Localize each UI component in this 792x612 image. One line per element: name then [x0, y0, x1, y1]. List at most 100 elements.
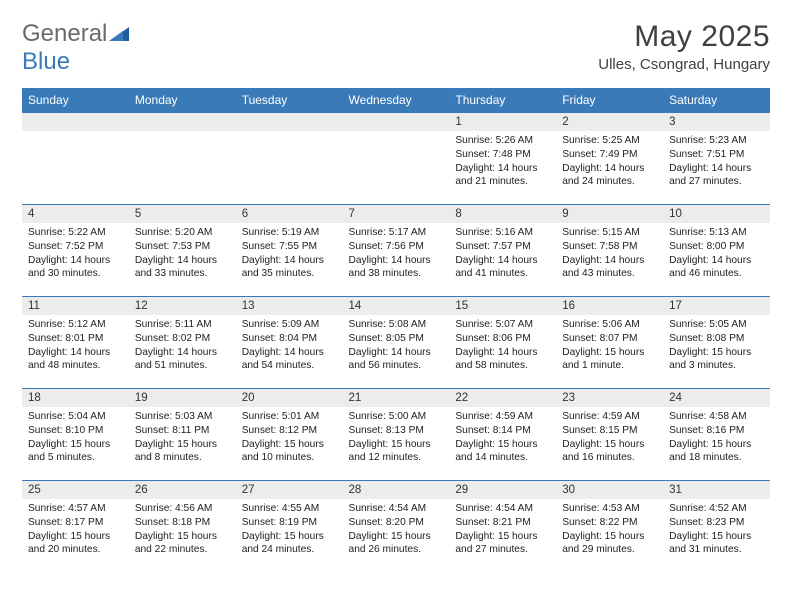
- calendar-week-row: 1Sunrise: 5:26 AMSunset: 7:48 PMDaylight…: [22, 113, 770, 205]
- day-info-line: Sunrise: 4:58 AM: [669, 410, 764, 424]
- day-info-line: Daylight: 15 hours and 24 minutes.: [242, 530, 337, 558]
- day-info-line: Sunrise: 4:54 AM: [455, 502, 550, 516]
- day-body: Sunrise: 5:26 AMSunset: 7:48 PMDaylight:…: [449, 131, 556, 193]
- day-info-line: Sunrise: 5:03 AM: [135, 410, 230, 424]
- day-info-line: Sunrise: 4:52 AM: [669, 502, 764, 516]
- day-body: Sunrise: 4:54 AMSunset: 8:21 PMDaylight:…: [449, 499, 556, 561]
- calendar-day-cell: [343, 113, 450, 205]
- calendar-day-cell: 1Sunrise: 5:26 AMSunset: 7:48 PMDaylight…: [449, 113, 556, 205]
- day-info-line: Daylight: 14 hours and 43 minutes.: [562, 254, 657, 282]
- day-body: Sunrise: 5:12 AMSunset: 8:01 PMDaylight:…: [22, 315, 129, 377]
- weekday-header: Wednesday: [343, 88, 450, 113]
- weekday-header: Tuesday: [236, 88, 343, 113]
- day-info-line: Sunrise: 4:57 AM: [28, 502, 123, 516]
- day-body: Sunrise: 4:53 AMSunset: 8:22 PMDaylight:…: [556, 499, 663, 561]
- day-body: Sunrise: 4:58 AMSunset: 8:16 PMDaylight:…: [663, 407, 770, 469]
- day-info-line: Sunrise: 5:20 AM: [135, 226, 230, 240]
- day-info-line: Daylight: 15 hours and 29 minutes.: [562, 530, 657, 558]
- calendar-day-cell: [236, 113, 343, 205]
- day-info-line: Daylight: 14 hours and 54 minutes.: [242, 346, 337, 374]
- day-info-line: Daylight: 15 hours and 14 minutes.: [455, 438, 550, 466]
- day-number: 28: [343, 481, 450, 499]
- calendar-day-cell: 12Sunrise: 5:11 AMSunset: 8:02 PMDayligh…: [129, 297, 236, 389]
- day-number: 17: [663, 297, 770, 315]
- day-info-line: Sunrise: 5:13 AM: [669, 226, 764, 240]
- day-number: 29: [449, 481, 556, 499]
- calendar-day-cell: 20Sunrise: 5:01 AMSunset: 8:12 PMDayligh…: [236, 389, 343, 481]
- day-info-line: Sunset: 7:52 PM: [28, 240, 123, 254]
- calendar-day-cell: [129, 113, 236, 205]
- day-number: 3: [663, 113, 770, 131]
- day-number: 30: [556, 481, 663, 499]
- calendar-day-cell: 10Sunrise: 5:13 AMSunset: 8:00 PMDayligh…: [663, 205, 770, 297]
- day-info-line: Daylight: 15 hours and 20 minutes.: [28, 530, 123, 558]
- calendar-day-cell: 19Sunrise: 5:03 AMSunset: 8:11 PMDayligh…: [129, 389, 236, 481]
- day-number: 23: [556, 389, 663, 407]
- day-info-line: Daylight: 14 hours and 30 minutes.: [28, 254, 123, 282]
- calendar-table: SundayMondayTuesdayWednesdayThursdayFrid…: [22, 88, 770, 573]
- day-body: Sunrise: 5:09 AMSunset: 8:04 PMDaylight:…: [236, 315, 343, 377]
- day-number: [343, 113, 450, 131]
- day-info-line: Sunset: 7:51 PM: [669, 148, 764, 162]
- day-body: Sunrise: 5:06 AMSunset: 8:07 PMDaylight:…: [556, 315, 663, 377]
- day-number: 11: [22, 297, 129, 315]
- day-info-line: Sunrise: 4:55 AM: [242, 502, 337, 516]
- day-body: Sunrise: 4:59 AMSunset: 8:15 PMDaylight:…: [556, 407, 663, 469]
- calendar-day-cell: 8Sunrise: 5:16 AMSunset: 7:57 PMDaylight…: [449, 205, 556, 297]
- day-info-line: Daylight: 14 hours and 33 minutes.: [135, 254, 230, 282]
- day-body: Sunrise: 4:55 AMSunset: 8:19 PMDaylight:…: [236, 499, 343, 561]
- calendar-day-cell: 24Sunrise: 4:58 AMSunset: 8:16 PMDayligh…: [663, 389, 770, 481]
- day-info-line: Sunset: 7:56 PM: [349, 240, 444, 254]
- day-info-line: Sunset: 8:02 PM: [135, 332, 230, 346]
- brand-logo: GeneralBlue: [22, 20, 131, 76]
- day-info-line: Sunrise: 5:22 AM: [28, 226, 123, 240]
- day-info-line: Daylight: 15 hours and 18 minutes.: [669, 438, 764, 466]
- day-body: Sunrise: 5:03 AMSunset: 8:11 PMDaylight:…: [129, 407, 236, 469]
- day-body: Sunrise: 5:25 AMSunset: 7:49 PMDaylight:…: [556, 131, 663, 193]
- day-number: 10: [663, 205, 770, 223]
- day-info-line: Sunset: 8:20 PM: [349, 516, 444, 530]
- day-info-line: Sunset: 8:17 PM: [28, 516, 123, 530]
- day-body: Sunrise: 4:59 AMSunset: 8:14 PMDaylight:…: [449, 407, 556, 469]
- calendar-day-cell: 4 Sunrise: 5:22 AMSunset: 7:52 PMDaylight…: [22, 205, 129, 297]
- day-body: Sunrise: 5:08 AMSunset: 8:05 PMDaylight:…: [343, 315, 450, 377]
- calendar-day-cell: 27Sunrise: 4:55 AMSunset: 8:19 PMDayligh…: [236, 481, 343, 573]
- day-number: 26: [129, 481, 236, 499]
- day-info-line: Sunset: 7:48 PM: [455, 148, 550, 162]
- logo-triangle-icon: [109, 20, 131, 48]
- day-info-line: Sunrise: 5:12 AM: [28, 318, 123, 332]
- day-info-line: Sunrise: 5:00 AM: [349, 410, 444, 424]
- calendar-day-cell: 23Sunrise: 4:59 AMSunset: 8:15 PMDayligh…: [556, 389, 663, 481]
- calendar-day-cell: 6Sunrise: 5:19 AMSunset: 7:55 PMDaylight…: [236, 205, 343, 297]
- day-info-line: Daylight: 14 hours and 46 minutes.: [669, 254, 764, 282]
- day-number: 4: [22, 205, 129, 223]
- day-info-line: Sunset: 7:55 PM: [242, 240, 337, 254]
- day-info-line: Sunset: 8:19 PM: [242, 516, 337, 530]
- day-info-line: Sunset: 8:23 PM: [669, 516, 764, 530]
- day-info-line: Sunrise: 4:53 AM: [562, 502, 657, 516]
- day-body: Sunrise: 5:15 AMSunset: 7:58 PMDaylight:…: [556, 223, 663, 285]
- day-info-line: Sunset: 8:18 PM: [135, 516, 230, 530]
- weekday-header: Saturday: [663, 88, 770, 113]
- day-body: Sunrise: 5:16 AMSunset: 7:57 PMDaylight:…: [449, 223, 556, 285]
- day-info-line: Sunrise: 4:59 AM: [455, 410, 550, 424]
- calendar-head: SundayMondayTuesdayWednesdayThursdayFrid…: [22, 88, 770, 113]
- calendar-day-cell: 17Sunrise: 5:05 AMSunset: 8:08 PMDayligh…: [663, 297, 770, 389]
- day-info-line: Sunset: 8:11 PM: [135, 424, 230, 438]
- calendar-day-cell: 25Sunrise: 4:57 AMSunset: 8:17 PMDayligh…: [22, 481, 129, 573]
- title-block: May 2025 Ulles, Csongrad, Hungary: [598, 20, 770, 73]
- day-info-line: Sunrise: 5:06 AM: [562, 318, 657, 332]
- weekday-header: Thursday: [449, 88, 556, 113]
- day-info-line: Sunset: 8:12 PM: [242, 424, 337, 438]
- day-info-line: Sunset: 8:06 PM: [455, 332, 550, 346]
- day-body: Sunrise: 5:20 AMSunset: 7:53 PMDaylight:…: [129, 223, 236, 285]
- day-number: 24: [663, 389, 770, 407]
- day-info-line: Daylight: 14 hours and 51 minutes.: [135, 346, 230, 374]
- day-body: Sunrise: 5:01 AMSunset: 8:12 PMDaylight:…: [236, 407, 343, 469]
- day-number: 6: [236, 205, 343, 223]
- day-info-line: Sunrise: 5:09 AM: [242, 318, 337, 332]
- day-number: 27: [236, 481, 343, 499]
- day-info-line: Sunrise: 4:54 AM: [349, 502, 444, 516]
- day-info-line: Sunset: 7:49 PM: [562, 148, 657, 162]
- day-body: Sunrise: 4:52 AMSunset: 8:23 PMDaylight:…: [663, 499, 770, 561]
